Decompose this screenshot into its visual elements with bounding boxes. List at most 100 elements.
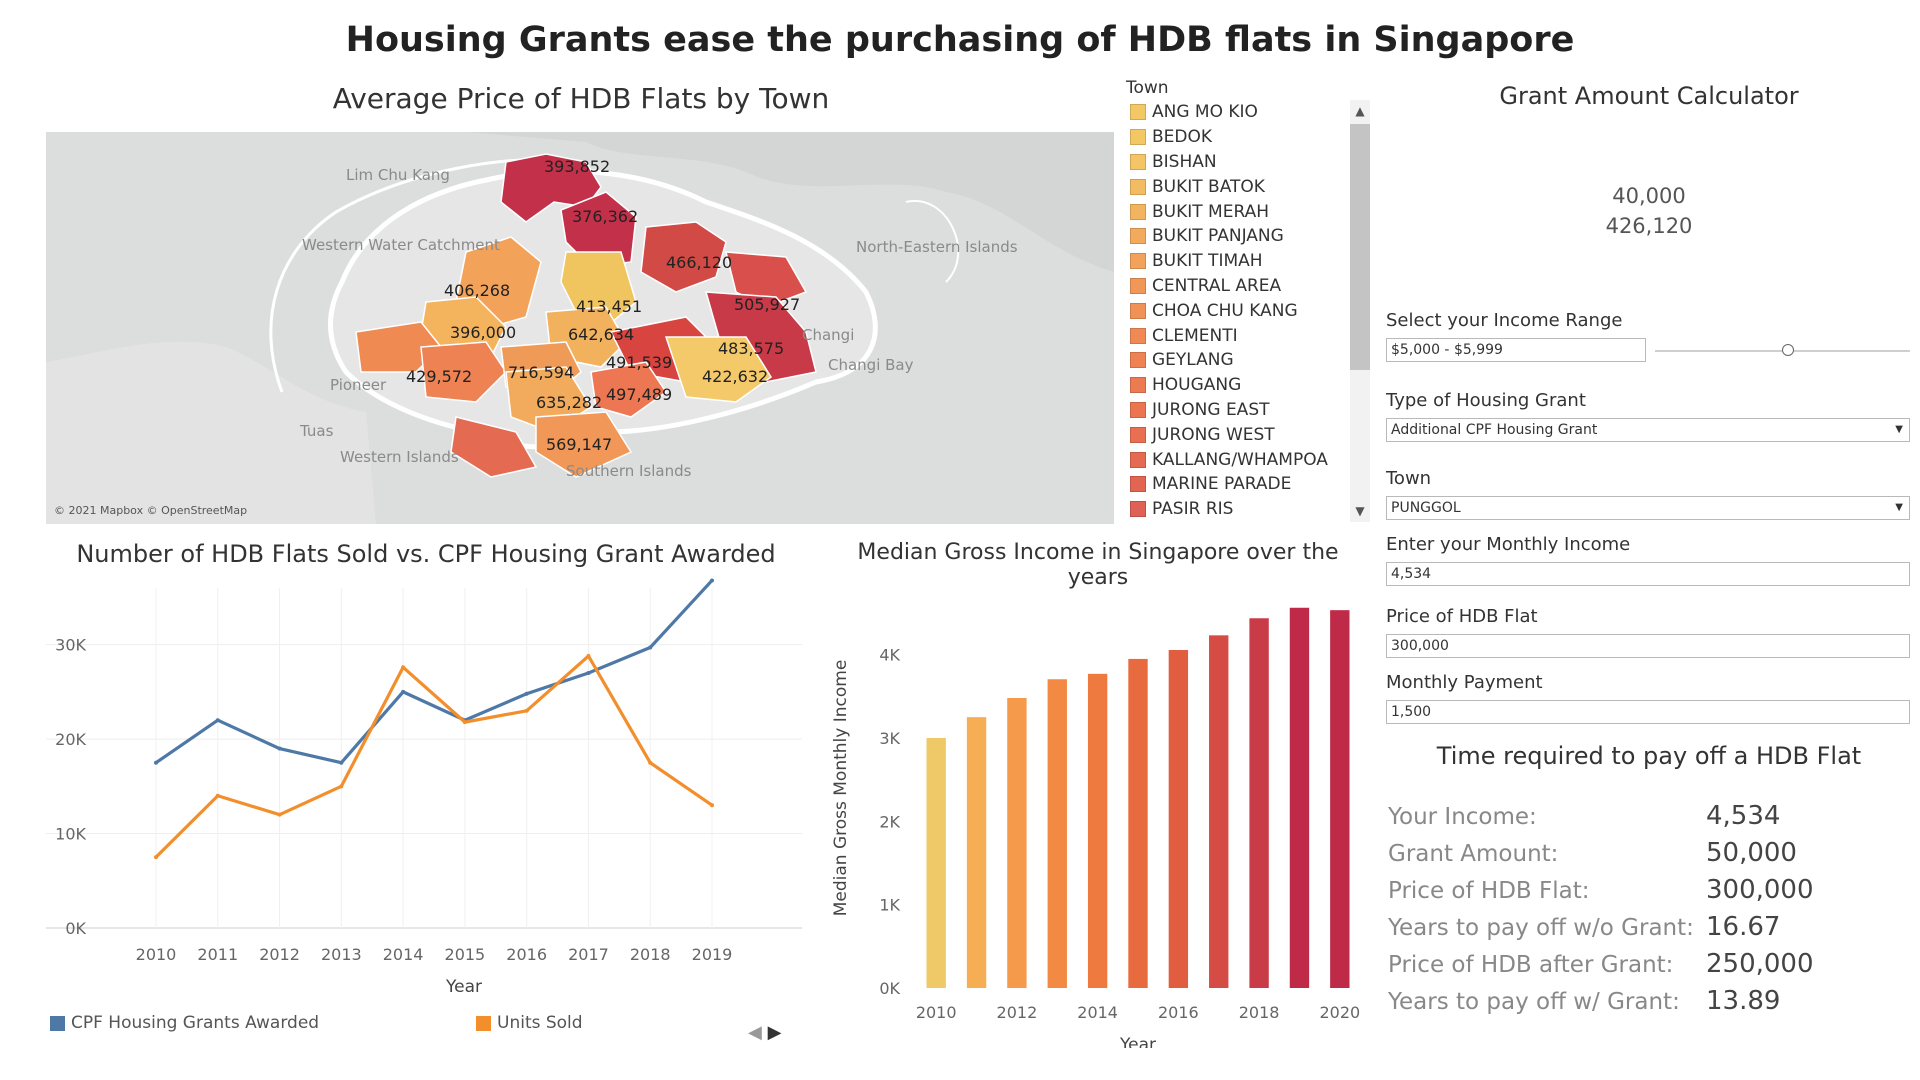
bar-2020[interactable]: [1330, 610, 1350, 988]
legend-item-units[interactable]: Units Sold: [476, 1013, 583, 1033]
bar-2011[interactable]: [966, 717, 987, 988]
legend-label: BUKIT MERAH: [1152, 201, 1269, 222]
monthly-payment-input[interactable]: 1,500: [1386, 700, 1910, 724]
monthly-income-input[interactable]: 4,534: [1386, 562, 1910, 586]
data-point[interactable]: [339, 784, 344, 789]
legend-item-town[interactable]: CLEMENTI: [1130, 323, 1350, 348]
legend-item-town[interactable]: BEDOK: [1130, 125, 1350, 150]
legend-item-town[interactable]: BUKIT PANJANG: [1130, 224, 1350, 249]
series-line-grants[interactable]: [155, 579, 714, 765]
legend-item-town[interactable]: JURONG EAST: [1130, 398, 1350, 423]
legend-item-town[interactable]: JURONG WEST: [1130, 422, 1350, 447]
data-point[interactable]: [710, 803, 714, 808]
legend-item-town[interactable]: BUKIT BATOK: [1130, 174, 1350, 199]
legend-item-town[interactable]: CENTRAL AREA: [1130, 274, 1350, 299]
payoff-value: 250,000: [1706, 949, 1814, 979]
payoff-row: Grant Amount: 50,000: [1388, 838, 1908, 878]
price-label: 376,362: [572, 207, 638, 226]
payoff-title: Time required to pay off a HDB Flat: [1436, 742, 1862, 770]
legend-item-town[interactable]: GEYLANG: [1130, 348, 1350, 373]
chevron-down-icon[interactable]: ▼: [1895, 424, 1903, 435]
data-point[interactable]: [586, 654, 591, 658]
town-legend[interactable]: ANG MO KIO BEDOK BISHAN BUKIT BATOK BUKIT ME…: [1130, 100, 1350, 520]
bar-2014[interactable]: [1087, 673, 1108, 988]
bar-2010[interactable]: [926, 738, 946, 988]
series-line-units[interactable]: [154, 653, 713, 859]
x-tick-label: 2013: [321, 945, 362, 964]
scroll-up-icon[interactable]: ▲: [1355, 104, 1365, 118]
place-label: Changi Bay: [828, 356, 914, 374]
data-point[interactable]: [154, 855, 158, 860]
monthly-income-label: Enter your Monthly Income: [1386, 534, 1631, 555]
data-point[interactable]: [339, 760, 344, 765]
legend-scroll-thumb[interactable]: [1350, 124, 1370, 370]
x-tick-label: 2018: [1239, 1003, 1280, 1022]
legend-label: BUKIT PANJANG: [1152, 226, 1284, 247]
legend-item-town[interactable]: PASIR RIS: [1130, 497, 1350, 520]
data-point[interactable]: [401, 665, 406, 670]
data-point[interactable]: [401, 689, 406, 694]
town-price-map[interactable]: Lim Chu Kang Western Water Catchment Pio…: [46, 132, 1114, 524]
data-point[interactable]: [215, 793, 220, 798]
map-canvas[interactable]: Lim Chu Kang Western Water Catchment Pio…: [46, 132, 1114, 524]
x-tick-label: 2020: [1319, 1003, 1360, 1022]
y-tick-label: 1K: [879, 896, 900, 915]
bar-chart-title: Median Gross Income in Singapore over th…: [857, 540, 1339, 590]
slider-handle[interactable]: [1781, 344, 1794, 356]
payoff-row: Price of HDB after Grant: 250,000: [1388, 949, 1908, 989]
data-point[interactable]: [524, 691, 529, 696]
y-tick-label: 10K: [55, 825, 86, 844]
legend-swatch: [1130, 426, 1146, 443]
data-point[interactable]: [154, 760, 158, 765]
legend-item-town[interactable]: MARINE PARADE: [1130, 472, 1350, 497]
data-point[interactable]: [710, 578, 714, 583]
legend-item-grants[interactable]: CPF Housing Grants Awarded: [50, 1013, 319, 1033]
chevron-down-icon[interactable]: ▼: [1895, 502, 1903, 513]
flat-price-input[interactable]: 300,000: [1386, 634, 1910, 658]
payoff-row: Years to pay off w/ Grant: 13.89: [1388, 986, 1908, 1026]
legend-item-town[interactable]: CHOA CHU KANG: [1130, 298, 1350, 323]
legend-item-town[interactable]: BISHAN: [1130, 150, 1350, 175]
calculator-value-price: 426,120: [1605, 214, 1693, 238]
legend-label: Units Sold: [497, 1013, 583, 1033]
bar-2016[interactable]: [1168, 650, 1189, 988]
chevron-right-icon[interactable]: ▶: [767, 1022, 782, 1043]
data-point[interactable]: [648, 760, 653, 765]
bar-2015[interactable]: [1128, 658, 1148, 988]
legend-swatch: [1130, 153, 1146, 170]
x-tick-label: 2011: [197, 945, 238, 964]
legend-item-town[interactable]: KALLANG/WHAMPOA: [1130, 447, 1350, 472]
legend-label: CHOA CHU KANG: [1152, 300, 1298, 321]
town-select[interactable]: PUNGGOL ▼: [1386, 496, 1910, 520]
place-label: Western Water Catchment: [302, 236, 500, 254]
bar-2013[interactable]: [1047, 679, 1067, 988]
legend-label: CLEMENTI: [1152, 325, 1238, 346]
y-tick-label: 3K: [879, 729, 900, 748]
scroll-down-icon[interactable]: ▼: [1355, 504, 1365, 518]
x-tick-label: 2015: [445, 945, 486, 964]
legend-item-town[interactable]: BUKIT MERAH: [1130, 199, 1350, 224]
bar-2018[interactable]: [1249, 618, 1269, 988]
price-label: 497,489: [606, 385, 672, 404]
data-point[interactable]: [277, 812, 282, 817]
legend-swatch: [1130, 302, 1146, 319]
income-range-input[interactable]: $5,000 - $5,999: [1386, 338, 1646, 362]
chevron-left-icon[interactable]: ◀: [748, 1022, 762, 1043]
data-point[interactable]: [648, 645, 653, 650]
price-label: 429,572: [406, 367, 472, 386]
data-point[interactable]: [215, 718, 220, 723]
bar-2017[interactable]: [1209, 635, 1229, 988]
legend-item-town[interactable]: BUKIT TIMAH: [1130, 249, 1350, 274]
legend-swatch: [1130, 129, 1146, 146]
payoff-value: 16.67: [1706, 912, 1781, 942]
data-point[interactable]: [277, 746, 282, 751]
data-point[interactable]: [524, 708, 529, 713]
bar-2019[interactable]: [1289, 607, 1310, 988]
bar-2012[interactable]: [1007, 698, 1027, 988]
data-point[interactable]: [462, 720, 467, 725]
legend-item-town[interactable]: ANG MO KIO: [1130, 100, 1350, 125]
legend-item-town[interactable]: HOUGANG: [1130, 373, 1350, 398]
grant-type-select[interactable]: Additional CPF Housing Grant ▼: [1386, 418, 1910, 442]
legend-nav[interactable]: ◀ ▶: [748, 1022, 781, 1043]
data-point[interactable]: [586, 671, 591, 675]
